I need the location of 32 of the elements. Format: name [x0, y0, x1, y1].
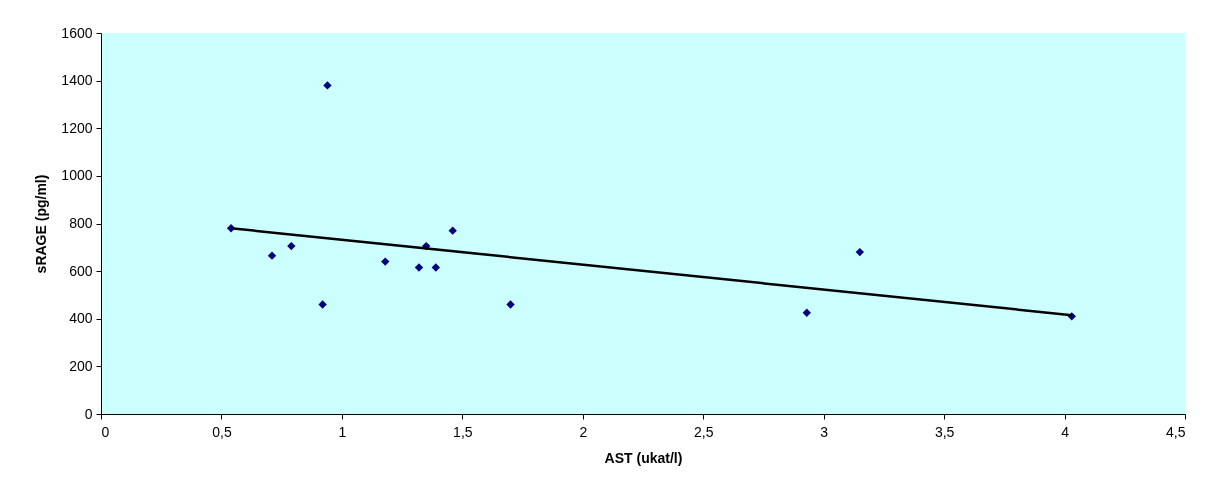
point — [506, 300, 515, 309]
point — [287, 241, 296, 251]
y-tick-label: 1000 — [61, 167, 93, 184]
point — [414, 263, 424, 272]
x-tick-label: 0,5 — [212, 423, 232, 440]
y-axis-title: sRAGE (pg/ml) — [33, 174, 50, 274]
x-tick-label: 4,5 — [1166, 423, 1186, 440]
point — [448, 226, 457, 235]
x-tick-label: 4 — [1061, 423, 1070, 440]
y-tick-label: 0 — [84, 405, 93, 422]
point — [267, 251, 277, 260]
y-tick-label: 200 — [69, 357, 93, 374]
point — [431, 263, 441, 272]
x-tick-label: 1 — [338, 423, 347, 440]
y-tick-label: 1200 — [61, 119, 93, 136]
x-tick-label: 1,5 — [453, 423, 473, 440]
x-axis-title: AST (ukat/l) — [604, 449, 683, 466]
point — [323, 81, 332, 90]
y-tick-label: 1600 — [61, 24, 93, 41]
y-tick-label: 400 — [69, 310, 93, 327]
x-tick-label: 0 — [101, 423, 110, 440]
point — [381, 257, 390, 266]
y-tick-label: 600 — [69, 262, 93, 279]
x-tick-label: 2 — [579, 423, 588, 440]
point — [318, 300, 327, 309]
y-tick-label: 800 — [69, 215, 93, 231]
x-tick-label: 3 — [820, 423, 829, 440]
point — [855, 247, 864, 257]
y-tick-label: 1400 — [61, 72, 93, 89]
point — [802, 308, 811, 317]
x-tick-label: 3,5 — [934, 423, 955, 440]
x-tick-label: 2,5 — [693, 423, 714, 440]
